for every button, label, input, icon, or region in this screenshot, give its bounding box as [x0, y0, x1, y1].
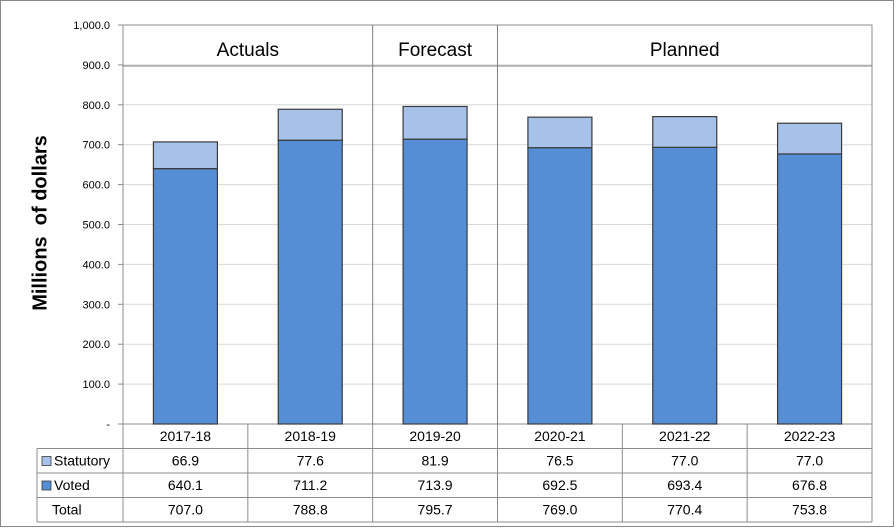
bar-voted: [277, 139, 343, 425]
y-tick-label: 700.0: [82, 140, 110, 152]
category-label: 2018-19: [285, 428, 337, 444]
data-label-total: 769.0: [542, 502, 577, 518]
y-tick-label: 800.0: [82, 100, 110, 112]
data-label-total: 770.4: [667, 502, 702, 518]
data-label-voted: 693.4: [667, 477, 702, 493]
legend-swatch-statutory: [41, 456, 52, 466]
bar-voted: [776, 153, 843, 425]
bar-statutory: [402, 105, 468, 140]
y-tick-label: 300.0: [82, 299, 110, 311]
data-label-total: 707.0: [168, 502, 203, 518]
data-label-statutory: 81.9: [421, 453, 448, 469]
y-tick-label: 1,000.0: [73, 20, 110, 32]
data-label-voted: 713.9: [418, 477, 453, 493]
data-label-voted: 640.1: [168, 477, 203, 493]
row-label-statutory: Statutory: [54, 453, 110, 469]
data-label-total: 795.7: [418, 502, 453, 518]
bar-statutory: [776, 122, 843, 155]
period-label: Planned: [650, 40, 720, 61]
y-tick-label: 400.0: [82, 259, 110, 271]
row-label-total: Total: [52, 502, 82, 518]
y-tick-label: 500.0: [82, 220, 110, 232]
y-tick-label: 100.0: [82, 379, 110, 391]
row-label-voted: Voted: [54, 477, 90, 493]
bar-voted: [652, 146, 718, 425]
data-label-statutory: 76.5: [546, 453, 573, 469]
bar-statutory: [277, 108, 343, 141]
y-tick-label: 900.0: [82, 60, 110, 72]
bar-voted: [527, 147, 593, 425]
data-label-total: 753.8: [792, 502, 827, 518]
category-label: 2020-21: [534, 428, 586, 444]
data-label-statutory: 77.0: [796, 453, 823, 469]
bar-statutory: [652, 116, 718, 148]
bar-voted: [152, 168, 219, 425]
data-label-voted: 711.2: [293, 477, 327, 493]
period-label: Actuals: [217, 40, 279, 61]
data-label-voted: 692.5: [542, 477, 577, 493]
bar-statutory: [527, 116, 593, 149]
category-label: 2022-23: [784, 428, 836, 444]
bar-voted: [402, 138, 468, 425]
data-label-statutory: 66.9: [172, 453, 199, 469]
category-label: 2017-18: [160, 428, 212, 444]
y-tick-label: 600.0: [82, 180, 110, 192]
data-label-voted: 676.8: [792, 477, 827, 493]
category-label: 2019-20: [409, 428, 461, 444]
period-label: Forecast: [398, 40, 473, 61]
category-label: 2021-22: [659, 428, 711, 444]
data-label-statutory: 77.0: [671, 453, 698, 469]
y-tick-label: 200.0: [82, 339, 110, 351]
y-tick-label: -: [106, 419, 110, 431]
data-label-total: 788.8: [293, 502, 328, 518]
data-label-statutory: 77.6: [297, 453, 324, 469]
legend-swatch-voted: [41, 480, 52, 491]
bar-statutory: [152, 141, 219, 170]
